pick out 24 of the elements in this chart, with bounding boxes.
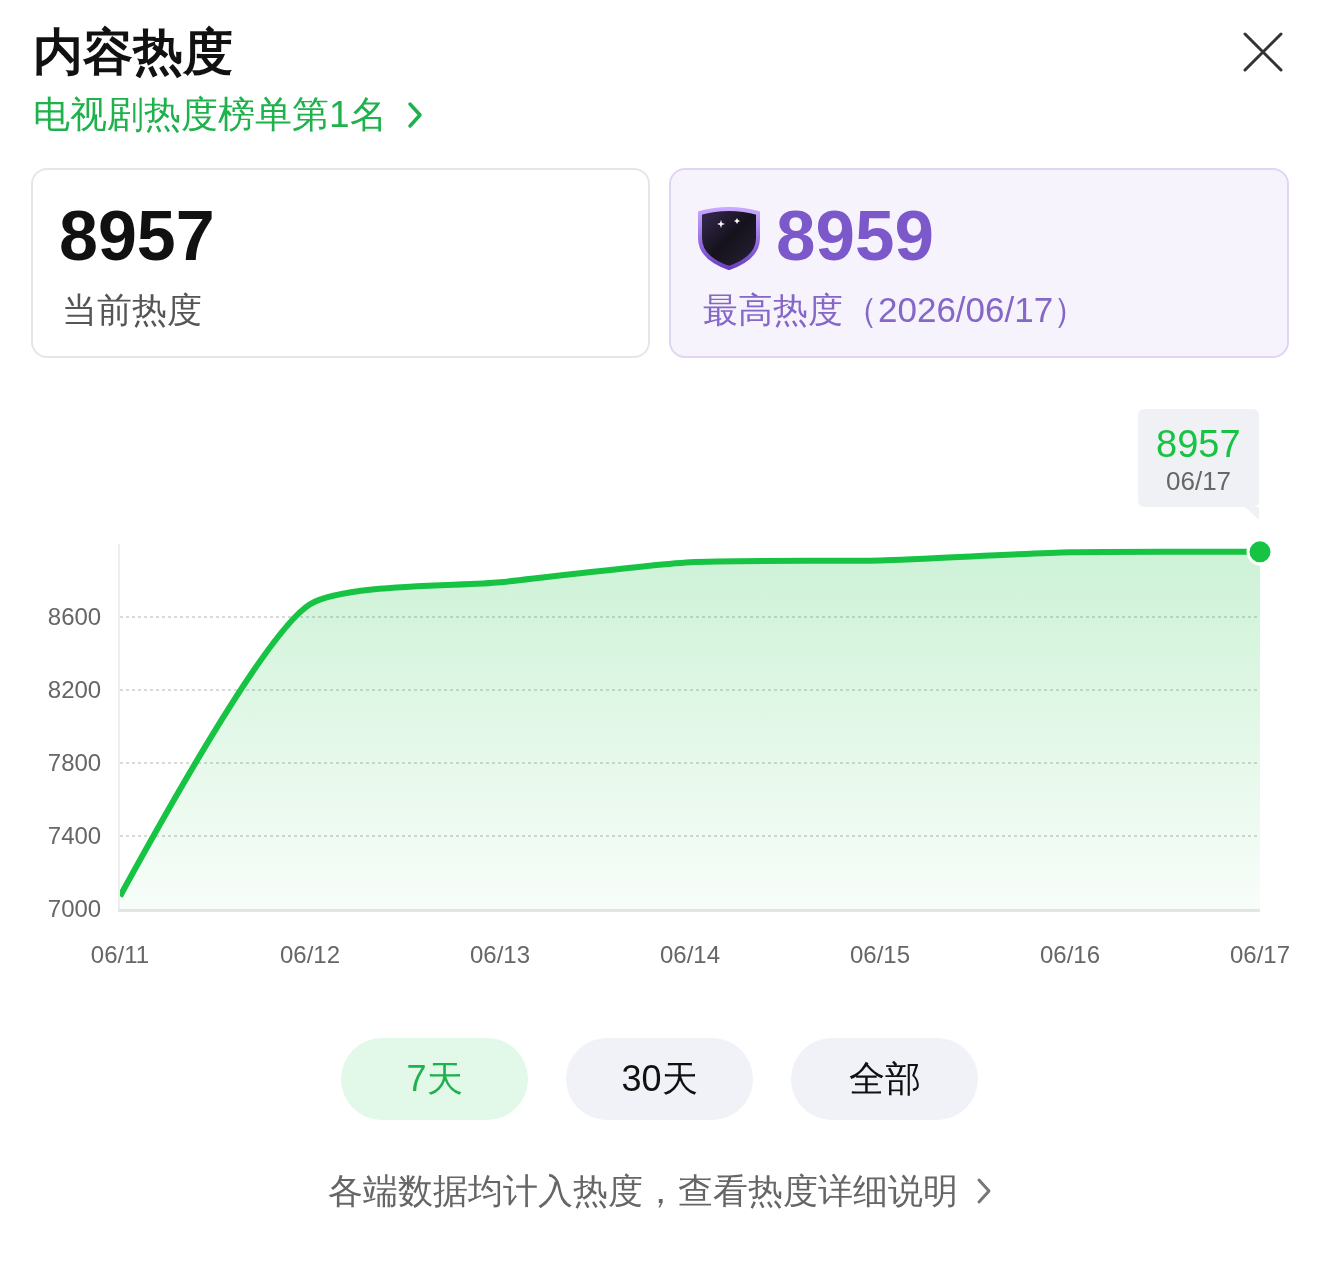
text: 各端数据均计入热度，查看热度详细说明 <box>328 1171 958 1211</box>
x-tick-label: 06/17 <box>1229 940 1291 968</box>
x-tick-label: 06/14 <box>659 940 721 968</box>
y-tick-label: 8600 <box>47 603 102 631</box>
chart-title: 内容热度 <box>33 24 233 80</box>
toggle-button: 7天 <box>341 1038 528 1120</box>
x-tick-label: 06/16 <box>1039 940 1101 968</box>
x-tick-label: 06/15 <box>849 940 911 968</box>
x-tick-label: 06/11 <box>90 940 150 968</box>
text: 8957 <box>59 197 215 275</box>
text: 当前热度 <box>62 290 202 329</box>
x-tick-label: 06/13 <box>469 940 531 968</box>
y-tick-label: 7400 <box>47 822 102 850</box>
x-tick-label: 06/12 <box>279 940 341 968</box>
annotation: 8957 <box>1156 423 1241 465</box>
y-tick-label: 8200 <box>47 676 102 704</box>
toggle-button: 全部 <box>791 1038 978 1120</box>
text: 8959 <box>776 196 934 275</box>
y-tick-label: 7000 <box>47 895 102 923</box>
y-tick-label: 7800 <box>47 749 102 777</box>
chart-subtitle: 电视剧热度榜单第1名 <box>33 94 387 136</box>
toggle-button: 30天 <box>566 1038 753 1120</box>
text: 最高热度（2026/06/17） <box>703 290 1089 329</box>
annotation: 06/17 <box>1166 466 1232 496</box>
